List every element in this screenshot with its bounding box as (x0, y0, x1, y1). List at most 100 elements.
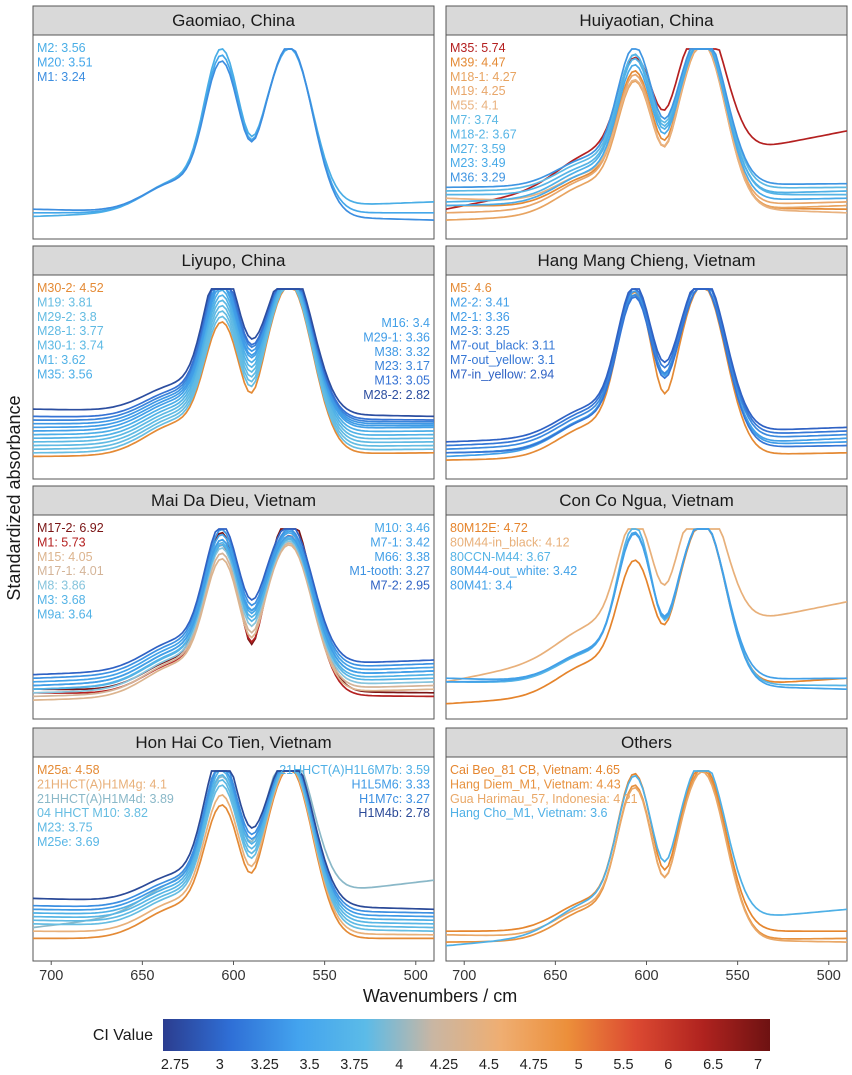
x-tick-label: 650 (543, 968, 567, 984)
legend-entry-right: M23: 3.17 (374, 359, 430, 373)
series-line-M1 (33, 288, 434, 440)
x-tick-label: 500 (817, 968, 841, 984)
panel-header (445, 727, 848, 758)
series-line-M9a (33, 536, 434, 691)
legend-entry: M18-2: 3.67 (450, 127, 517, 141)
legend-entry: M7: 3.74 (450, 113, 499, 127)
series-line-Gua Harimau_57 (446, 770, 847, 943)
series-line-M7-2 (33, 528, 434, 676)
series-line-M38 (33, 288, 434, 425)
legend-entry: M8: 3.86 (37, 579, 86, 593)
legend-entry: M23: 3.49 (450, 156, 506, 170)
series-line-M27 (446, 48, 847, 203)
legend-entry: M30-1: 3.74 (37, 339, 104, 353)
panel-header (445, 485, 848, 516)
series-line-M25e (33, 770, 434, 925)
legend-entry: M25a: 4.58 (37, 763, 100, 777)
colorbar-tick-label: 4 (395, 1057, 403, 1073)
series-line-M25a (33, 770, 434, 940)
legend-entry: M1: 5.73 (37, 535, 86, 549)
series-line-M8 (33, 540, 434, 694)
series-line-Hang Cho_M1 (446, 770, 847, 947)
x-tick-label: 550 (726, 968, 750, 984)
series-line-M7-out_black (446, 288, 847, 447)
legend-entry-right: M1-tooth: 3.27 (349, 564, 430, 578)
legend-entry: M29-2: 3.8 (37, 310, 97, 324)
series-line-M19 (33, 288, 434, 454)
series-line-M1 (33, 48, 434, 221)
legend-entry: 21HHCT(A)H1M4g: 4.1 (37, 777, 167, 791)
legend-entry: M2-2: 3.41 (450, 295, 510, 309)
legend-entry: M55: 4.1 (450, 99, 499, 113)
colorbar-tick-label: 3.25 (251, 1057, 279, 1073)
legend-entry: 80M44-out_white: 3.42 (450, 564, 577, 578)
legend-entry-right: H1M7c: 3.27 (359, 792, 430, 806)
legend-entry-right: M7-1: 3.42 (370, 535, 430, 549)
legend-entry: 04 HHCT M10: 3.82 (37, 806, 148, 820)
legend-entry: M17-1: 4.01 (37, 564, 104, 578)
series-line-M36 (446, 48, 847, 189)
legend-entry: Hang Diem_M1, Vietnam: 4.43 (450, 777, 621, 791)
series-line-H1L5M6 (33, 770, 434, 918)
legend-entry: M2-3: 3.25 (450, 324, 510, 338)
colorbar: CI Value 2.75 3 3.25 3.5 3.75 4 4.25 4.5 4.75 5 5.… (93, 1019, 770, 1073)
series-lines (33, 288, 434, 458)
legend-entry: 80M12E: 4.72 (450, 521, 528, 535)
legend-entry: M3: 3.68 (37, 593, 86, 607)
legend-entry: M18-1: 4.27 (450, 70, 517, 84)
legend-entry: M19: 3.81 (37, 295, 93, 309)
series-line-M23 (33, 770, 434, 929)
series-line-M28-1 (33, 288, 434, 447)
legend-entry: Hang Cho_M1, Vietnam: 3.6 (450, 806, 608, 820)
panel-title: Hang Mang Chieng, Vietnam (538, 251, 756, 270)
legend-entry-right: H1M4b: 2.78 (358, 806, 430, 820)
panel-title: Gaomiao, China (172, 11, 295, 30)
legend-entry: M36: 3.29 (450, 171, 506, 185)
legend-entry: M2-1: 3.36 (450, 310, 510, 324)
panel-header (32, 5, 435, 36)
panel-7: Hon Hai Co Tien, Vietnam 700 650 600 550 500 M… (32, 727, 435, 984)
x-tick-label: 650 (130, 968, 154, 984)
legend-entry-right: M10: 3.46 (374, 521, 430, 535)
colorbar-tick-label: 3.75 (340, 1057, 368, 1073)
legend-entry: M17-2: 6.92 (37, 521, 104, 535)
colorbar-tick-label: 4.5 (479, 1057, 499, 1073)
panel-title: Hon Hai Co Tien, Vietnam (135, 733, 331, 752)
panel-header (32, 485, 435, 516)
series-line-H1M7c (33, 770, 434, 914)
legend-entry-right: M16: 3.4 (381, 316, 430, 330)
x-tick-label: 600 (221, 968, 245, 984)
series-line-21HHCT(A)H1M4g (33, 770, 434, 936)
series-line-M35 (33, 288, 434, 436)
legend-entry: Gua Harimau_57, Indonesia: 4.21 (450, 792, 638, 806)
legend-entry: M35: 3.56 (37, 367, 93, 381)
panel-title: Huiyaotian, China (579, 11, 714, 30)
panel-title: Con Co Ngua, Vietnam (559, 491, 734, 510)
series-line-M7-in_yellow (446, 288, 847, 443)
panel-title: Mai Da Dieu, Vietnam (151, 491, 316, 510)
legend-entry: Cai Beo_81 CB, Vietnam: 4.65 (450, 763, 620, 777)
panel-4: Hang Mang Chieng, Vietnam M5: 4.6M2-2: 3.… (445, 245, 848, 480)
legend-entry: M20: 3.51 (37, 55, 93, 69)
series-line-80M12E (446, 528, 847, 705)
legend-entry-right: H1L5M6: 3.33 (351, 777, 430, 791)
legend-entry: M39: 4.47 (450, 55, 506, 69)
legend-entry: 80CCN-M44: 3.67 (450, 550, 551, 564)
legend-entry: M35: 5.74 (450, 41, 506, 55)
legend-entry: M7-in_yellow: 2.94 (450, 367, 554, 381)
legend-entry-right: M13: 3.05 (374, 374, 430, 388)
series-line-M16 (33, 288, 434, 432)
x-tick-label: 600 (634, 968, 658, 984)
series-line-M17-1 (33, 541, 434, 698)
x-tick-label: 500 (404, 968, 428, 984)
legend-entry: M2: 3.56 (37, 41, 86, 55)
legend-entry: M30-2: 4.52 (37, 281, 104, 295)
series-line-M23 (33, 288, 434, 423)
series-line-H1M4b (33, 770, 434, 911)
legend-entry: M19: 4.25 (450, 84, 506, 98)
legend-entry: M27: 3.59 (450, 142, 506, 156)
series-line-M29-1 (33, 288, 434, 429)
